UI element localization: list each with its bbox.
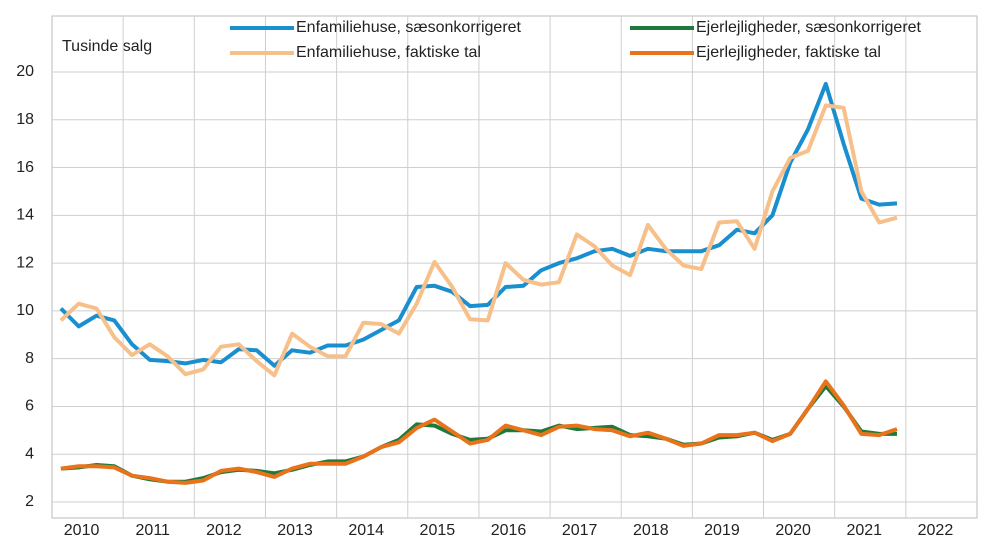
x-tick-label: 2022 bbox=[918, 522, 954, 539]
x-tick-label: 2021 bbox=[846, 522, 882, 539]
y-tick-label: 2 bbox=[25, 493, 34, 510]
x-tick-label: 2012 bbox=[206, 522, 242, 539]
x-tick-label: 2020 bbox=[775, 522, 811, 539]
y-axis-label: Tusinde salg bbox=[62, 38, 152, 55]
x-tick-label: 2013 bbox=[277, 522, 313, 539]
plot-frame bbox=[51, 15, 978, 519]
x-tick-label: 2017 bbox=[562, 522, 598, 539]
legend-label: Enfamiliehuse, faktiske tal bbox=[296, 44, 481, 61]
x-tick-label: 2010 bbox=[64, 522, 100, 539]
y-tick-label: 4 bbox=[25, 445, 34, 462]
series-line bbox=[60, 379, 898, 485]
y-tick-label: 10 bbox=[16, 302, 34, 319]
y-tick-label: 12 bbox=[16, 254, 34, 271]
series-line bbox=[59, 103, 898, 378]
x-tick-label: 2016 bbox=[491, 522, 527, 539]
legend-label: Ejerlejligheder, faktiske tal bbox=[696, 44, 881, 61]
x-tick-label: 2011 bbox=[136, 522, 171, 539]
x-tick-label: 2015 bbox=[420, 522, 456, 539]
x-tick-label: 2018 bbox=[633, 522, 669, 539]
y-tick-label: 16 bbox=[16, 159, 34, 176]
legend-label: Ejerlejligheder, sæsonkorrigeret bbox=[696, 19, 922, 36]
x-tick-label: 2019 bbox=[704, 522, 740, 539]
y-tick-label: 6 bbox=[25, 398, 34, 415]
series-line bbox=[59, 81, 898, 368]
y-tick-label: 18 bbox=[16, 111, 34, 128]
x-tick-label: 2014 bbox=[348, 522, 384, 539]
y-tick-label: 8 bbox=[25, 350, 34, 367]
legend-label: Enfamiliehuse, sæsonkorrigeret bbox=[296, 19, 522, 36]
y-tick-label: 20 bbox=[16, 63, 34, 80]
y-tick-label: 14 bbox=[16, 207, 34, 224]
